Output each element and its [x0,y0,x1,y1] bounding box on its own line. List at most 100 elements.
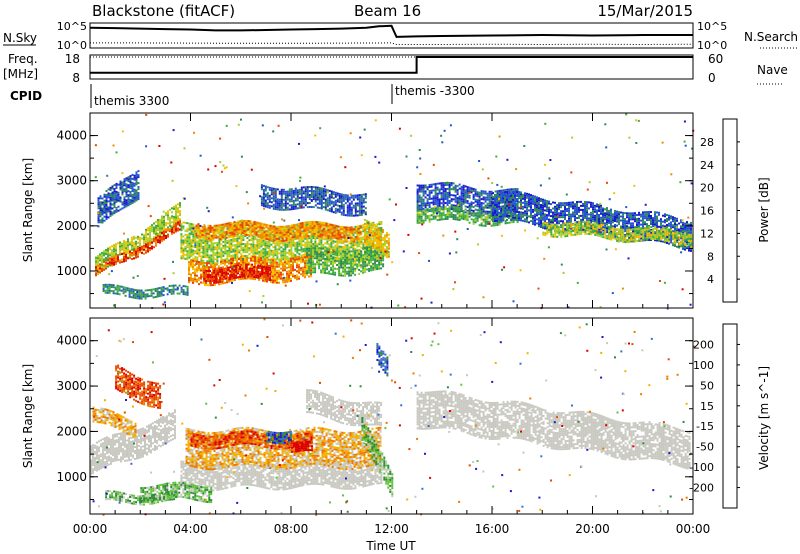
scatter-cell [204,252,207,255]
scatter-cell [150,288,153,291]
scatter-cell [229,266,232,269]
scatter-cell [356,253,359,256]
scatter-cell [302,250,305,253]
scatter-cell [324,192,327,195]
scatter-cell [205,269,208,272]
scatter-cell [213,281,216,284]
scatter-cell [237,272,240,275]
scatter-cell [382,259,385,262]
scatter-cell [261,269,264,272]
scatter-cell [305,231,308,234]
scatter-cell [165,212,167,215]
scatter-cell [341,226,344,229]
scatter-cell [318,247,321,250]
scatter-cell [253,272,256,274]
scatter-cell [107,192,110,195]
scatter-cell [330,252,333,255]
scatter-cell [272,234,275,236]
scatter-cell [348,256,351,259]
scatter-cell [268,241,271,244]
scatter-cell [135,250,137,253]
scatter-cell [196,268,198,271]
scatter-cell [452,186,455,189]
scatter-cell [254,248,257,251]
scatter-cell [133,251,135,254]
scatter-cell [464,205,467,208]
scatter-cell [121,187,124,190]
scatter-cell [346,266,349,269]
scatter-cell [186,293,189,296]
scatter-cell [364,225,367,228]
scatter-cell [118,293,121,296]
scatter-cell [113,263,115,266]
scatter-cell [356,194,359,197]
scatter-cell [387,233,390,236]
scatter-cell [296,258,298,261]
scatter-cell [112,284,115,287]
scatter-cell [432,195,435,198]
scatter-cell [226,281,228,284]
scatter-cell [137,241,139,244]
scatter-cell [277,227,280,230]
scatter-cell [266,240,269,243]
scatter-cell [153,228,155,231]
scatter-cell [109,246,111,249]
scatter-cell [248,253,251,256]
scatter-cell [275,229,278,232]
scatter-cell [249,275,252,278]
scatter-cell [228,241,231,244]
scatter-cell [99,197,102,200]
scatter-cell [284,196,287,199]
scatter-cell [458,183,461,186]
scatter-cell [276,261,278,264]
scatter-cell [169,220,171,223]
scatter-cell [320,251,323,254]
scatter-cell [161,217,163,220]
scatter-cell [109,196,112,199]
scatter-cell [466,192,469,195]
scatter-cell [131,185,134,188]
scatter-cell [144,293,147,296]
scatter-cell [272,273,274,276]
scatter-cell [332,205,335,208]
scatter-cell [123,180,126,183]
scatter-cell [320,271,323,274]
scatter-cell [175,208,177,211]
scatter-cell [370,255,373,258]
scatter-cell [348,272,351,275]
scatter-cell [171,225,173,228]
scatter-cell [142,291,145,294]
scatter-cell [235,274,238,277]
scatter-cell [288,243,291,246]
scatter-cell [298,263,300,266]
scatter-cell [234,256,237,258]
scatter-cell [428,206,431,208]
scatter-cell [330,200,333,203]
scatter-cell [356,259,359,262]
scatter-cell [250,263,252,266]
scatter-cell [143,240,145,243]
scatter-cell [130,288,133,291]
date-title: 15/Mar/2015 [597,2,693,20]
scatter-cell [348,246,351,249]
scatter-cell [458,199,461,202]
scatter-cell [348,232,351,235]
scatter-cell [261,236,264,239]
scatter-cell [166,287,169,290]
scatter-cell [418,196,421,199]
scatter-cell [350,256,353,259]
scatter-cell [362,261,365,264]
scatter-cell [330,190,333,193]
scatter-cell [208,240,211,243]
scatter-cell [274,192,277,195]
scatter-cell [304,190,307,193]
scatter-cell [362,197,365,200]
noise-left-tick-top: 10^5 [57,20,87,33]
scatter-cell [362,199,365,202]
scatter-cell [326,256,329,259]
scatter-cell [226,233,229,236]
scatter-cell [316,237,319,240]
scatter-cell [387,243,390,246]
scatter-cell [107,210,110,213]
scatter-cell [347,230,350,233]
